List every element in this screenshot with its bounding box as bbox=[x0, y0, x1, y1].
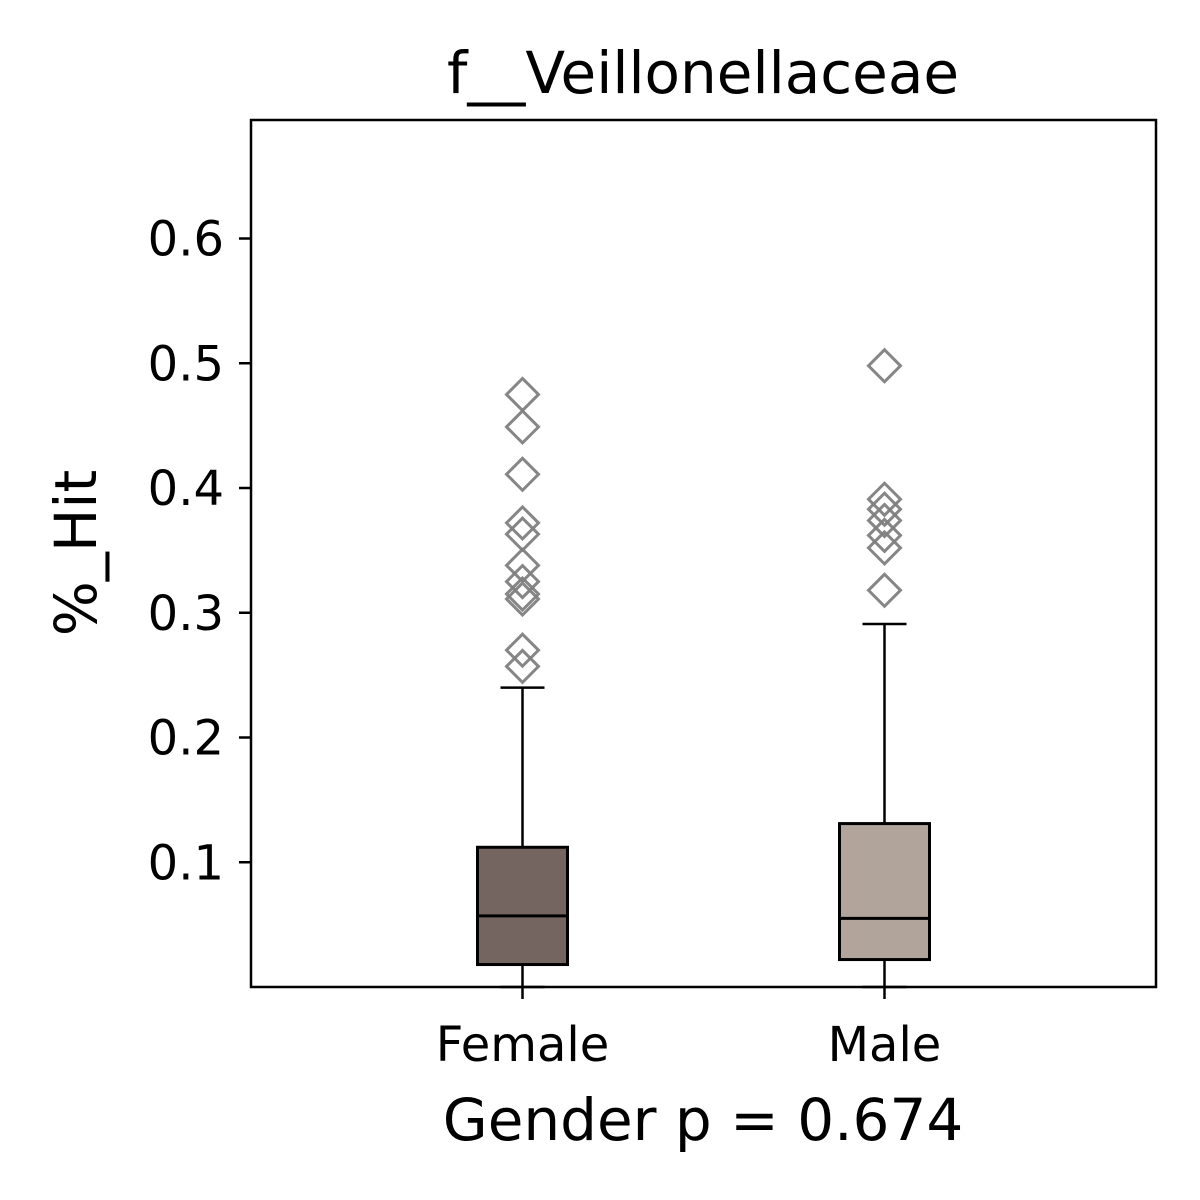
outlier-point bbox=[504, 648, 541, 685]
outlier-point bbox=[504, 575, 541, 613]
outlier-point bbox=[866, 529, 903, 567]
outlier-point bbox=[866, 502, 903, 539]
outlier-point bbox=[504, 456, 541, 493]
outlier-point bbox=[504, 580, 541, 618]
outlier-point bbox=[504, 408, 541, 446]
y-tick-label: 0.1 bbox=[148, 835, 224, 891]
outlier-point bbox=[504, 504, 541, 542]
box-female bbox=[476, 376, 569, 989]
outlier-point bbox=[504, 376, 541, 413]
outlier-point bbox=[504, 516, 541, 553]
y-tick-label: 0.4 bbox=[148, 461, 224, 517]
y-tick-label: 0.6 bbox=[148, 212, 224, 268]
y-tick-label: 0.5 bbox=[148, 336, 224, 392]
plot-frame bbox=[249, 118, 1158, 989]
box-plots bbox=[476, 347, 931, 989]
y-tick-label: 0.3 bbox=[148, 586, 224, 642]
chart-title: f__Veillonellaceae bbox=[447, 39, 959, 107]
y-tick-label: 0.2 bbox=[148, 711, 224, 767]
outlier-point bbox=[866, 572, 903, 609]
y-axis-ticks: 0.1 0.2 0.3 0.4 0.5 0.6 bbox=[148, 212, 251, 891]
iqr-box bbox=[838, 822, 931, 962]
outlier-point bbox=[866, 347, 903, 384]
x-axis-title: Gender p = 0.674 bbox=[443, 1086, 964, 1154]
x-tick-label: Male bbox=[828, 1017, 942, 1073]
outlier-point bbox=[504, 563, 541, 600]
outlier-point bbox=[866, 517, 903, 554]
x-tick-label: Female bbox=[436, 1017, 610, 1073]
box-male bbox=[838, 347, 931, 989]
outlier-point bbox=[866, 481, 903, 518]
outlier-point bbox=[866, 491, 903, 528]
outlier-point bbox=[504, 632, 541, 669]
iqr-box bbox=[476, 845, 569, 967]
y-axis-title: %_Hit bbox=[42, 470, 110, 637]
x-axis-ticks: Female Male bbox=[436, 987, 942, 1073]
